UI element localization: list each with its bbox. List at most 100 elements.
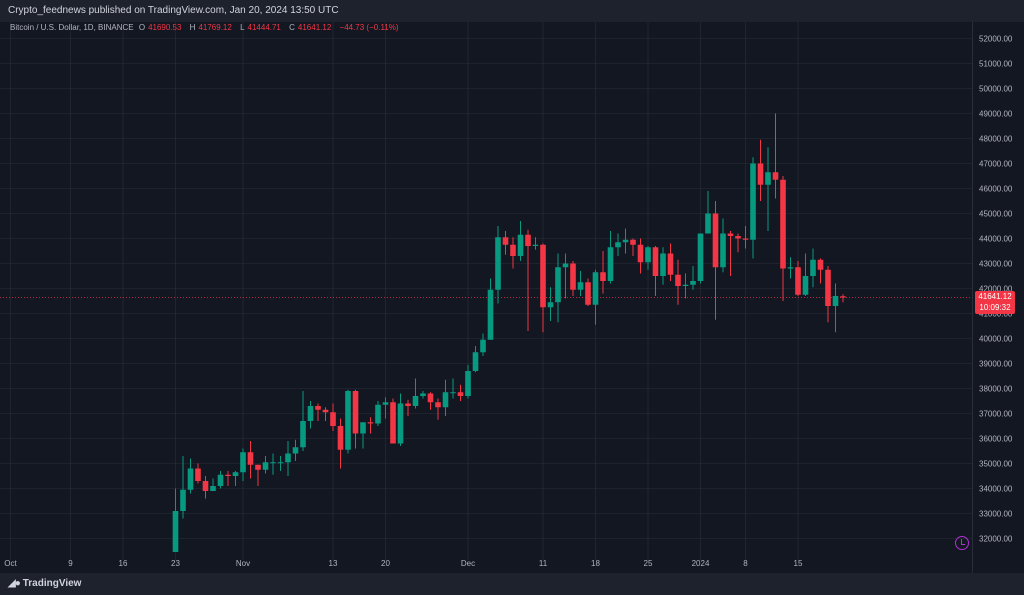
candle-body (322, 409, 329, 413)
candle-body (750, 163, 756, 240)
candle-countdown: 10:09:32 (979, 303, 1011, 312)
candle-body (817, 259, 824, 270)
y-tick-label: 46000.00 (979, 185, 1013, 194)
candle-body (532, 244, 539, 246)
candle-body (765, 172, 771, 185)
close-label: C (289, 23, 295, 32)
candle-body (615, 242, 621, 248)
candle-body (570, 263, 576, 290)
candle-body (810, 259, 816, 276)
candle-body (780, 179, 786, 269)
candle-body (255, 464, 261, 470)
candle-body (577, 282, 584, 290)
candle-body (622, 239, 629, 243)
candle-body (247, 452, 254, 465)
candle-body (495, 237, 501, 290)
candle-body (525, 234, 531, 246)
candle-body (330, 412, 336, 426)
y-tick-label: 50000.00 (979, 85, 1013, 94)
candle-body (367, 422, 374, 424)
candle-body (270, 462, 276, 464)
chart-area[interactable] (0, 22, 1024, 573)
candle-body (840, 296, 846, 298)
x-tick-label: 20 (381, 559, 390, 568)
tradingview-logo[interactable]: ◢● TradingView (8, 578, 81, 589)
candle-body (517, 234, 524, 256)
change-value: −44.73 (−0.11%) (339, 23, 399, 32)
candle-body (315, 406, 321, 410)
x-tick-label: Nov (236, 559, 250, 568)
candle-body (690, 281, 696, 285)
candle-body (720, 233, 726, 268)
candle-body (667, 253, 674, 275)
candle-body (285, 453, 291, 463)
top-bar: Crypto_feednews published on TradingView… (0, 0, 1024, 22)
candle-body (472, 352, 479, 371)
footer-bar: ◢● TradingView (0, 573, 1024, 595)
y-tick-label: 45000.00 (979, 210, 1013, 219)
y-tick-label: 48000.00 (979, 135, 1013, 144)
candle-body (802, 276, 809, 295)
candle-body (420, 393, 426, 396)
open-value: 41690.53 (148, 23, 182, 32)
candle-body (397, 403, 404, 444)
candle-body (262, 462, 269, 470)
candle-body (652, 247, 659, 276)
candle-body (772, 172, 779, 180)
candle-body (292, 447, 299, 454)
y-tick-label: 43000.00 (979, 260, 1013, 269)
candle-body (435, 402, 441, 408)
candle-body (427, 393, 434, 403)
candle-body (202, 481, 209, 491)
x-tick-label: 9 (68, 559, 73, 568)
candle-body (172, 511, 179, 552)
y-tick-label: 40000.00 (979, 335, 1013, 344)
clock-icon[interactable] (955, 536, 969, 550)
candle-body (735, 236, 741, 239)
candle-body (547, 302, 554, 308)
candle-body (660, 253, 666, 276)
candle-body (832, 296, 839, 306)
candle-body (757, 163, 764, 185)
candle-body (457, 392, 464, 396)
close-value: 41641.12 (297, 23, 332, 32)
x-tick-label: 2024 (692, 559, 710, 568)
y-tick-label: 36000.00 (979, 435, 1013, 444)
candle-body (210, 486, 216, 491)
tradingview-mark-icon: ◢● (8, 578, 21, 589)
candle-body (240, 452, 246, 473)
y-tick-label: 33000.00 (979, 510, 1013, 519)
low-label: L (240, 23, 245, 32)
candle-body (232, 472, 239, 476)
y-tick-label: 39000.00 (979, 360, 1013, 369)
published-by-text: Crypto_feednews published on TradingView… (8, 5, 339, 16)
x-tick-label: 11 (539, 559, 548, 568)
candle-body (682, 284, 689, 286)
candle-body (225, 474, 231, 476)
y-tick-label: 38000.00 (979, 385, 1013, 394)
candle-body (450, 392, 456, 394)
candle-body (442, 392, 449, 408)
y-tick-label: 52000.00 (979, 35, 1013, 44)
y-tick-label: 42000.00 (979, 285, 1013, 294)
candle-body (727, 233, 734, 236)
x-tick-label: 23 (171, 559, 180, 568)
candle-body (795, 267, 801, 295)
candle-body (742, 238, 749, 240)
candle-body (307, 406, 314, 421)
candle-body (540, 244, 546, 308)
candle-body (555, 267, 561, 303)
candle-body (300, 421, 306, 448)
candle-body (195, 468, 201, 481)
y-tick-label: 41000.00 (979, 310, 1013, 319)
y-tick-label: 34000.00 (979, 485, 1013, 494)
candle-body (487, 289, 494, 340)
y-tick-label: 49000.00 (979, 110, 1013, 119)
x-tick-label: 8 (743, 559, 748, 568)
x-tick-label: 16 (119, 559, 128, 568)
y-tick-label: 35000.00 (979, 460, 1013, 469)
high-label: H (189, 23, 196, 32)
candle-body (637, 244, 644, 263)
x-tick-label: 13 (329, 559, 338, 568)
